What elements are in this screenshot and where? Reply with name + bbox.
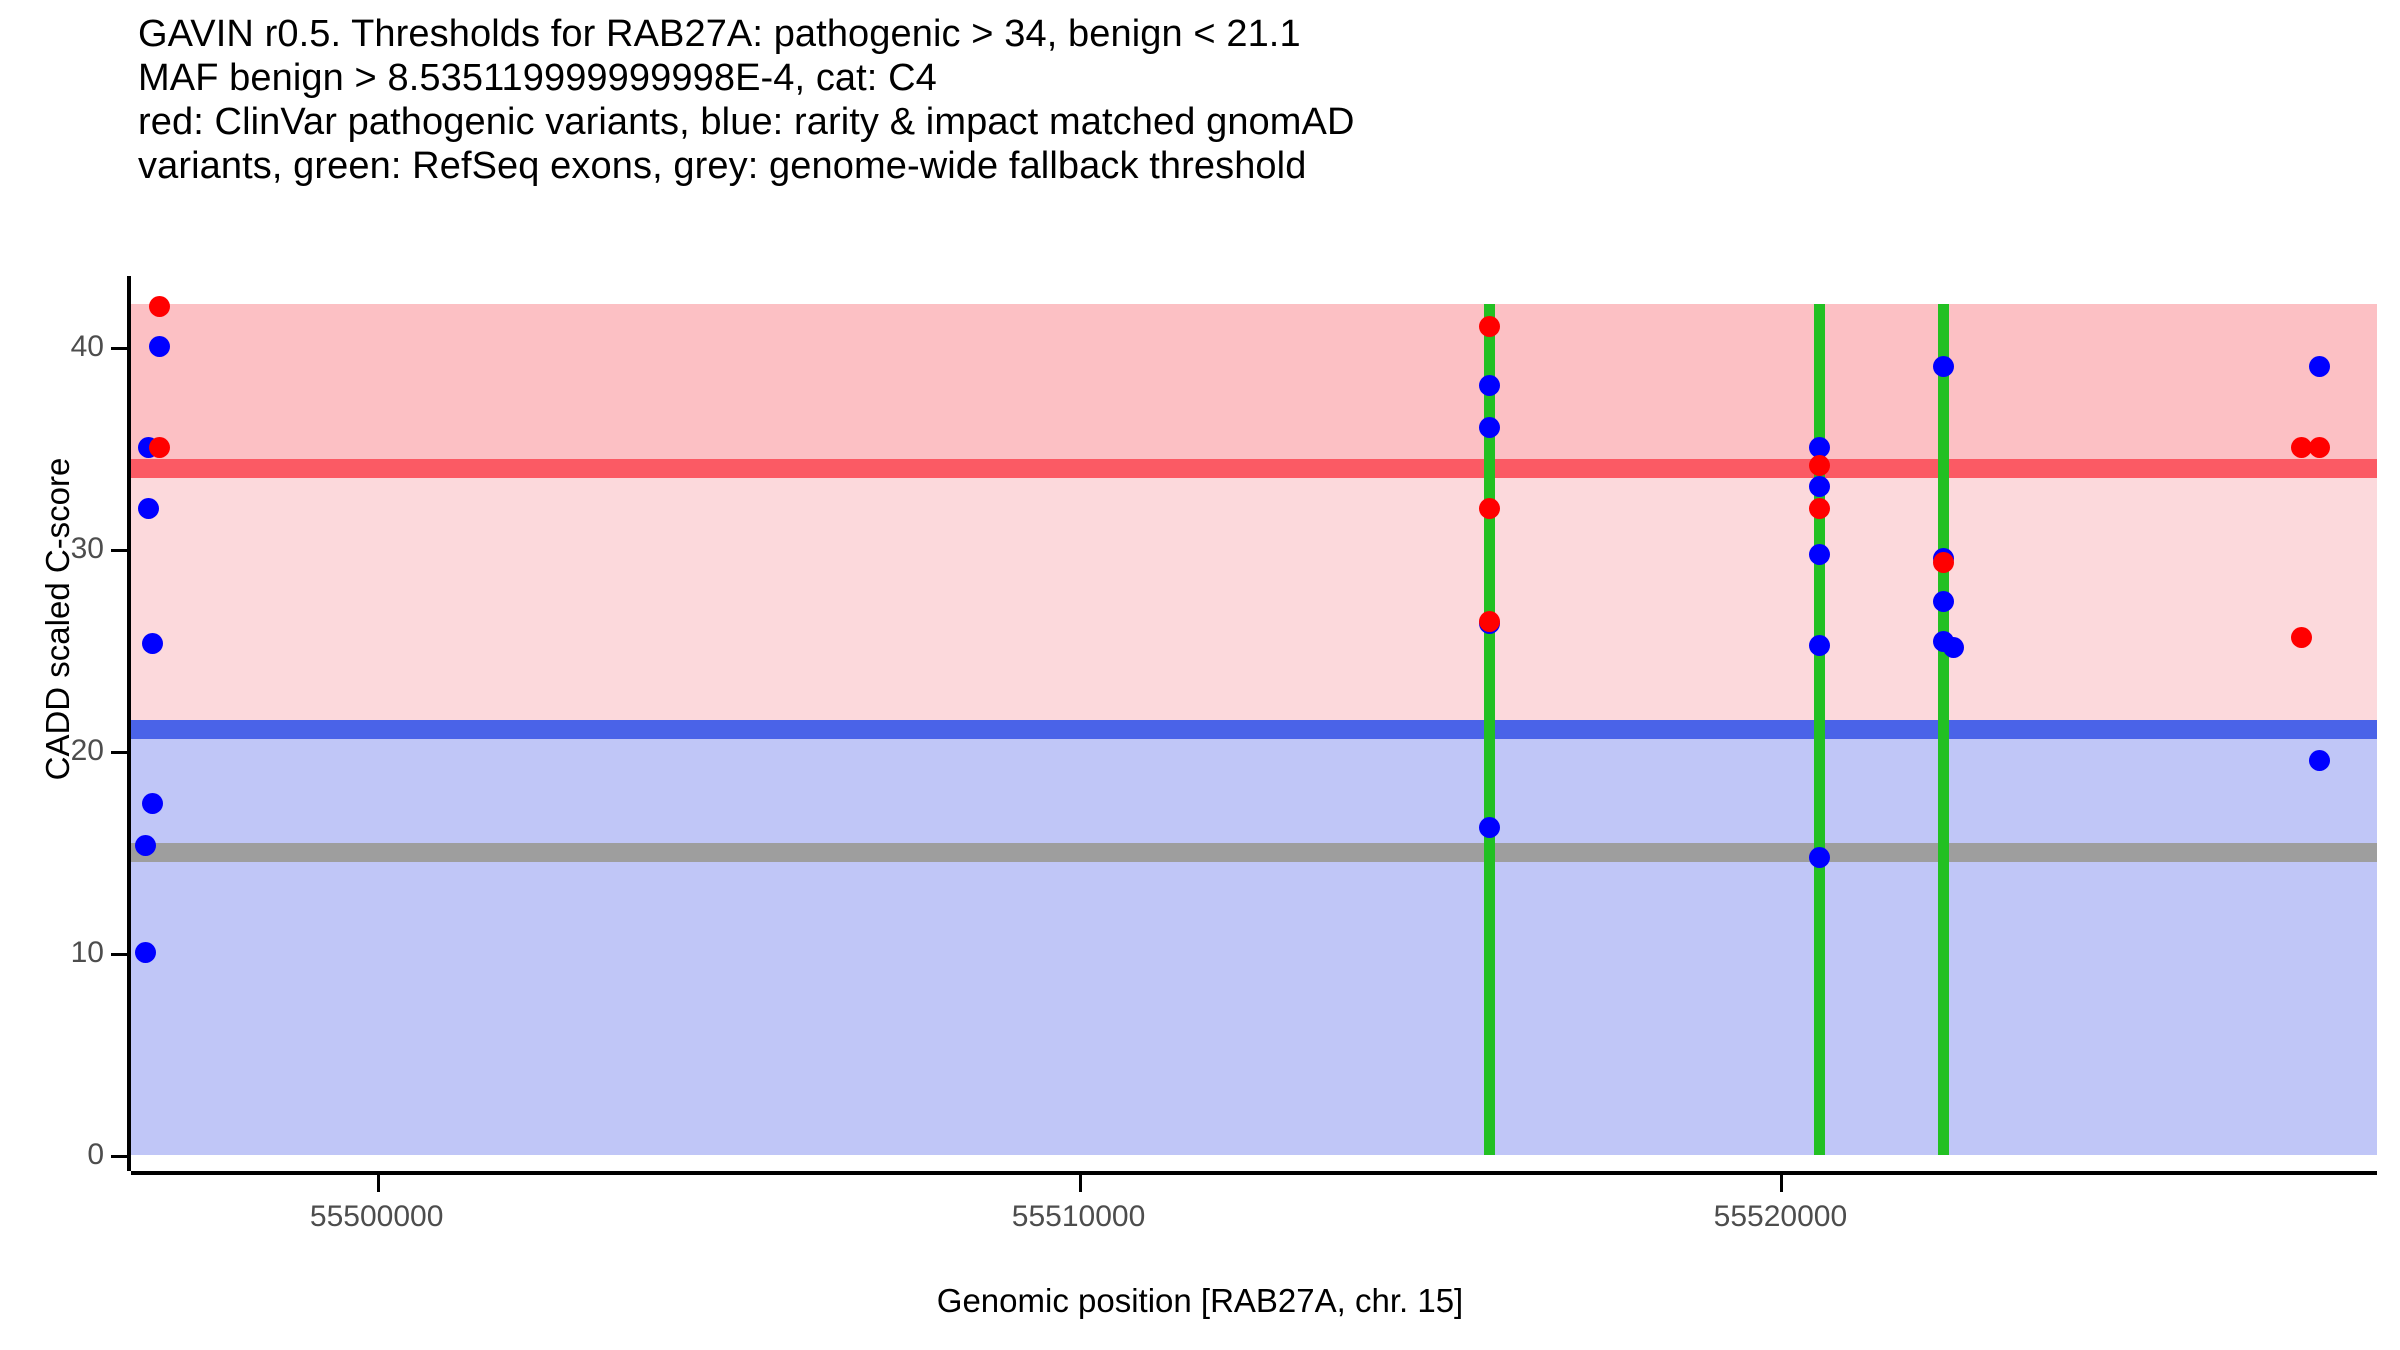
data-point	[1478, 417, 1500, 439]
x-axis-line	[131, 1171, 2377, 1175]
data-point	[138, 497, 160, 519]
exon-2	[1814, 304, 1826, 1155]
pathogenic-band	[131, 304, 2377, 468]
data-point	[2308, 356, 2330, 378]
title-line-1: GAVIN r0.5. Thresholds for RAB27A: patho…	[138, 13, 1301, 55]
data-point	[141, 792, 163, 814]
data-point	[1478, 374, 1500, 396]
data-point	[1478, 316, 1500, 337]
data-point	[1933, 356, 1955, 378]
data-point	[1942, 637, 1964, 659]
y-axis-tick-label: 20	[70, 733, 104, 767]
data-point	[2291, 437, 2313, 459]
exon-3	[1938, 304, 1950, 1155]
fallback-threshold-line	[131, 842, 2377, 862]
x-axis-tick	[376, 1175, 380, 1192]
intermediate-band	[131, 467, 2377, 729]
x-axis-tick-label: 55500000	[309, 1200, 444, 1233]
data-point	[1478, 610, 1500, 632]
x-axis-tick-label: 55510000	[1011, 1200, 1146, 1233]
title-line-2: MAF benign > 8.535119999999998E-4, cat: …	[138, 57, 937, 99]
data-point	[1809, 437, 1831, 459]
x-axis-title: Genomic position [RAB27A, chr. 15]	[936, 1282, 1464, 1319]
x-axis-tick	[1780, 1175, 1784, 1192]
y-axis-title: CADD scaled C-score	[39, 457, 76, 781]
x-axis-tick-label: 55520000	[1713, 1200, 1848, 1233]
data-point	[148, 437, 170, 459]
data-point	[134, 942, 156, 964]
data-point	[1809, 544, 1831, 566]
plot-panel	[131, 276, 2377, 1171]
data-point	[2308, 437, 2330, 459]
data-point	[2291, 627, 2313, 649]
y-axis-tick-label: 30	[70, 531, 104, 565]
data-point	[1809, 847, 1831, 869]
benign-threshold-line	[131, 719, 2377, 739]
y-axis-tick-label: 0	[87, 1137, 104, 1171]
y-axis-tick-label: 10	[70, 935, 104, 969]
y-axis-tick	[111, 952, 129, 956]
y-axis-tick-labels: 0 10 20 30 40	[0, 0, 104, 1350]
x-axis-tick	[1078, 1175, 1082, 1192]
data-point	[1933, 552, 1955, 574]
y-axis-line	[127, 276, 131, 1171]
data-point	[1933, 590, 1955, 612]
data-point	[1809, 475, 1831, 497]
y-axis-tick	[111, 548, 129, 552]
data-point	[1809, 455, 1831, 477]
data-point	[141, 633, 163, 655]
data-point	[134, 835, 156, 857]
exon-1	[1483, 304, 1495, 1155]
pathogenic-threshold-line	[131, 458, 2377, 478]
y-axis-tick	[111, 750, 129, 754]
y-axis-tick	[111, 346, 129, 350]
benign-band	[131, 728, 2377, 1155]
data-point	[1809, 497, 1831, 519]
plot-title: GAVIN r0.5. Thresholds for RAB27A: patho…	[138, 12, 2288, 188]
data-point	[1478, 497, 1500, 519]
data-point	[1809, 635, 1831, 657]
data-point	[1478, 817, 1500, 839]
data-point	[148, 295, 170, 317]
y-axis-tick	[111, 1154, 129, 1158]
title-line-3: red: ClinVar pathogenic variants, blue: …	[138, 101, 1355, 143]
data-point	[2308, 750, 2330, 772]
title-line-4: variants, green: RefSeq exons, grey: gen…	[138, 145, 1307, 187]
y-axis-tick-label: 40	[70, 329, 104, 363]
data-point	[148, 336, 170, 358]
